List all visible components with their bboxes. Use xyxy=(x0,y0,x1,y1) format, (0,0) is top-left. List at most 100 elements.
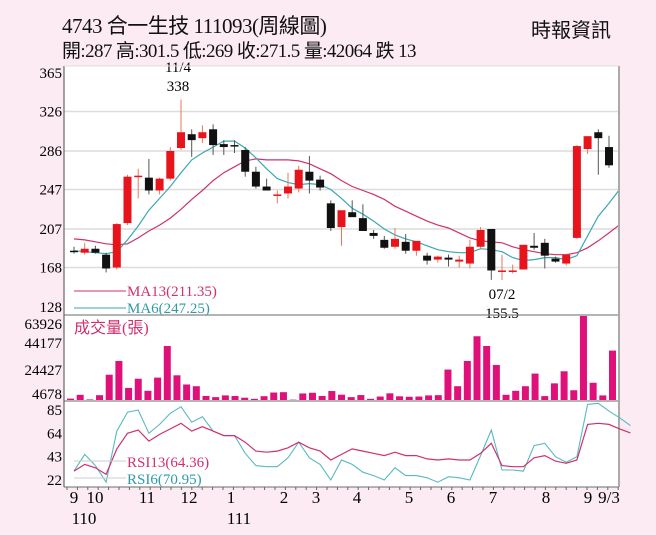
volume-bar xyxy=(154,377,162,400)
volume-bar xyxy=(338,394,345,400)
price-tick-label: 326 xyxy=(40,105,63,121)
year-label: 110 xyxy=(72,509,97,528)
candle xyxy=(284,186,292,194)
candle xyxy=(102,254,111,269)
rsi13-legend: RSI13(64.36) xyxy=(127,455,209,471)
volume-bar xyxy=(367,398,375,400)
x-tick-label: 8 xyxy=(542,488,551,507)
volume-bar xyxy=(550,383,558,400)
candle xyxy=(530,245,539,248)
brand-label: 時報資訊 xyxy=(531,20,611,42)
candle xyxy=(572,146,581,238)
volume-bar xyxy=(67,398,74,400)
price-tick-label: 168 xyxy=(40,261,63,277)
volume-bar xyxy=(386,393,394,400)
candle xyxy=(358,218,367,231)
volume-bar xyxy=(125,387,133,400)
candle xyxy=(562,254,571,264)
candle xyxy=(166,151,175,179)
candle xyxy=(465,246,474,264)
x-tick-label: 9 xyxy=(584,488,593,507)
candle xyxy=(316,179,325,188)
volume-bar xyxy=(192,386,200,400)
volume-tick-label: 24427 xyxy=(25,363,63,379)
volume-tick-label: 4678 xyxy=(32,387,62,403)
price-tick-label: 247 xyxy=(40,183,63,199)
volume-bar xyxy=(579,316,587,400)
year-label: 111 xyxy=(227,509,251,528)
x-tick-label: 3 xyxy=(312,488,321,507)
x-tick-label: 9 xyxy=(70,488,79,507)
rsi6-legend: RSI6(70.95) xyxy=(127,472,202,488)
ma6-legend: MA6(247.25) xyxy=(127,301,210,317)
candle xyxy=(583,136,592,150)
volume-bar xyxy=(405,396,413,400)
candle xyxy=(444,257,453,260)
volume-tick-label: 44177 xyxy=(25,336,63,352)
volume-bar xyxy=(541,396,549,400)
candle xyxy=(209,129,218,146)
x-tick-label: 1 xyxy=(227,488,236,507)
volume-bar xyxy=(86,399,94,400)
volume-bar xyxy=(454,386,462,400)
candle xyxy=(476,229,485,247)
volume-bar xyxy=(425,395,433,400)
volume-bar xyxy=(570,390,578,400)
candle xyxy=(380,239,389,248)
candle xyxy=(219,144,228,148)
low-annotation: 07/2 xyxy=(489,287,516,303)
price-tick-label: 286 xyxy=(40,144,63,160)
volume-bar xyxy=(183,384,191,400)
candle xyxy=(91,248,100,253)
candle xyxy=(412,240,421,251)
volume-bar xyxy=(415,396,423,400)
rsi-tick-label: 22 xyxy=(47,473,62,489)
candle xyxy=(241,150,250,172)
volume-title: 成交量(張) xyxy=(74,319,149,337)
candle xyxy=(326,203,335,229)
volume-bar xyxy=(347,397,355,400)
price-tick-label: 128 xyxy=(40,300,63,316)
volume-bar xyxy=(357,395,365,400)
volume-bar xyxy=(483,346,491,400)
price-tick-label: 207 xyxy=(40,222,63,238)
candle xyxy=(498,270,506,272)
candle xyxy=(401,241,410,251)
candle xyxy=(519,244,528,270)
high-annotation-value: 338 xyxy=(167,79,190,95)
candle xyxy=(594,132,603,139)
candle xyxy=(391,238,399,247)
candle xyxy=(369,232,378,236)
candle xyxy=(251,171,260,187)
volume-bar xyxy=(202,395,210,400)
chart-title: 4743 合一生技 111093(周線圖) xyxy=(62,14,327,38)
candle xyxy=(605,147,613,166)
volume-bar xyxy=(270,392,278,400)
candle xyxy=(177,132,185,149)
volume-bar xyxy=(231,395,239,400)
candle xyxy=(508,270,517,272)
candle xyxy=(198,132,207,139)
rsi6-line xyxy=(73,402,631,484)
volume-bar xyxy=(328,391,336,400)
volume-bar xyxy=(173,375,181,400)
candle xyxy=(487,229,496,271)
ma6-line xyxy=(73,140,621,262)
x-tick-label: 11 xyxy=(139,488,155,507)
price-tick-label: 365 xyxy=(40,66,63,82)
candle xyxy=(348,212,357,218)
plot-area xyxy=(64,66,619,487)
rsi-tick-label: 43 xyxy=(47,450,62,466)
x-tick-label: 2 xyxy=(280,488,289,507)
ma13-legend: MA13(211.35) xyxy=(127,284,217,300)
candle xyxy=(134,175,143,178)
candle xyxy=(80,248,89,253)
candle xyxy=(230,145,239,147)
volume-bar xyxy=(279,392,287,400)
volume-bar xyxy=(444,369,452,400)
x-tick-label: 12 xyxy=(181,488,198,507)
rsi13-line xyxy=(73,422,631,476)
candle xyxy=(294,169,303,189)
x-tick-label: 4 xyxy=(353,488,362,507)
